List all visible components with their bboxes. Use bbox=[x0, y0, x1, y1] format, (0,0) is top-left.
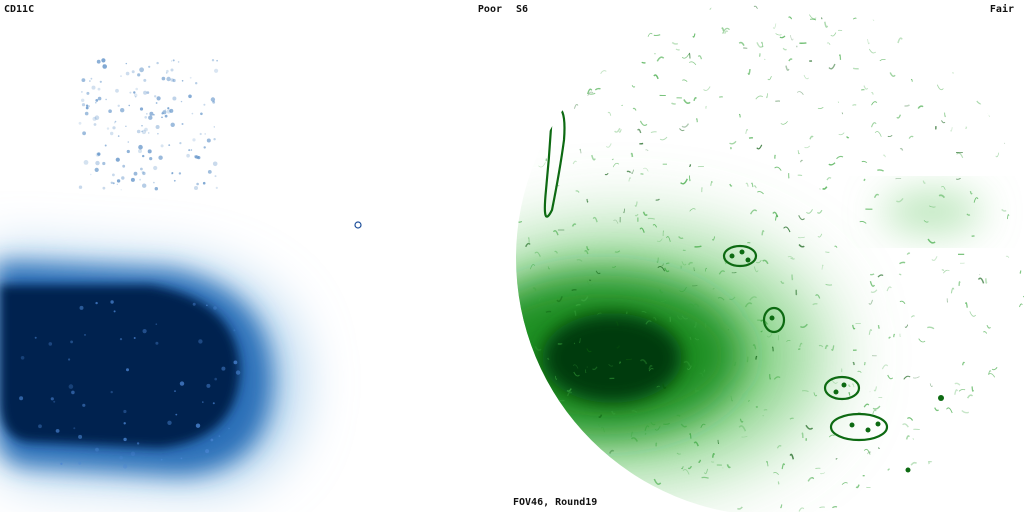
cd11c-panel: CD11C Poor bbox=[0, 4, 502, 488]
marker-label-s6: S6 bbox=[516, 4, 529, 15]
quality-label-cd11c: Poor bbox=[477, 4, 502, 15]
s6-image bbox=[516, 0, 1024, 512]
s6-panel: S6 Fair FOV46, Round19 bbox=[512, 0, 1024, 512]
quality-label-s6: Fair bbox=[989, 4, 1014, 15]
cd11c-speckles bbox=[19, 58, 241, 469]
fov-round-caption: FOV46, Round19 bbox=[513, 497, 598, 508]
marker-label-cd11c: CD11C bbox=[4, 4, 35, 15]
cd11c-image bbox=[0, 58, 362, 488]
